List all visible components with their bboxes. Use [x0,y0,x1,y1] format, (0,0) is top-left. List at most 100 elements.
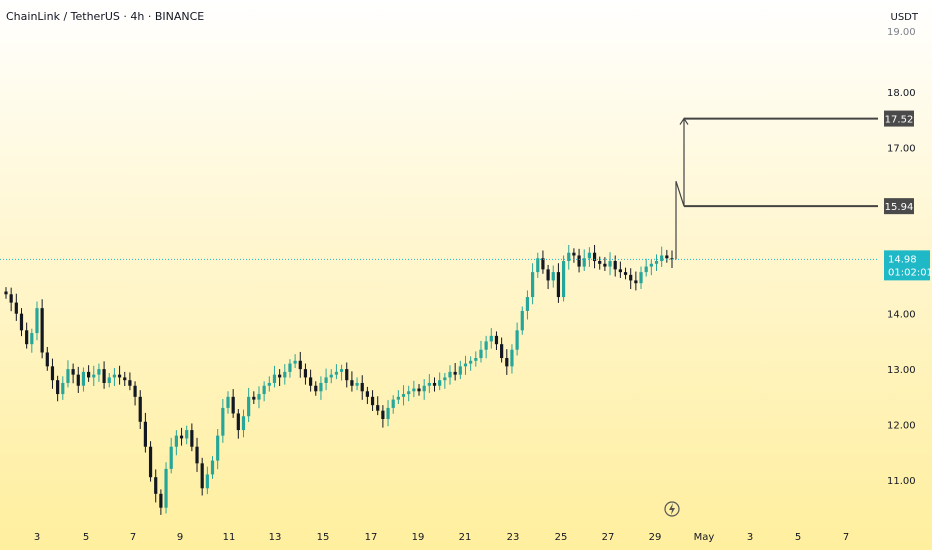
candle-body [112,374,117,378]
candle-body [138,396,142,422]
candle-body [355,382,359,386]
current-price-label-bg [884,250,930,281]
candle-body [551,272,555,281]
candle-body [102,369,106,383]
candle-body [572,252,576,256]
current-price-label: 14.98 [888,254,917,265]
x-tick-label: 5 [795,532,801,543]
candle-body [479,349,483,359]
candle-body [458,366,462,375]
candle-body [123,377,127,381]
y-tick-label: 17.00 [887,143,916,154]
candle-body [66,369,70,383]
x-tick-label: 7 [130,532,136,543]
candle-body [9,294,13,303]
x-tick-label: May [694,532,715,543]
x-tick-label: 7 [843,532,849,543]
candle-body [577,255,581,267]
candle-body [283,371,287,378]
candle-body [665,255,669,259]
candle-body [608,261,612,267]
candle-body [474,358,478,361]
candle-body [309,377,313,386]
candle-body [231,396,235,414]
candle-body [396,396,400,400]
candle-body [649,263,653,267]
candle-body [634,280,638,284]
candle-body [61,382,65,395]
candle-body [623,272,628,275]
candle-body [592,252,597,262]
candle-body [169,446,173,469]
candle-body [386,407,390,419]
candle-body [432,382,437,386]
candle-body [241,416,246,431]
candle-body [159,493,163,508]
x-tick-label: 15 [317,532,330,543]
candle-body [262,385,266,395]
candle-body [417,388,421,392]
candle-body [500,344,504,359]
y-tick-label: 18.00 [887,88,916,99]
flash-icon[interactable] [664,501,680,517]
candle-body [205,474,209,489]
candle-body [221,407,225,436]
candle-body [252,396,256,400]
candle-body [45,352,49,367]
candle-body [469,360,473,364]
candle-body [257,394,261,400]
candle-body [494,335,499,345]
y-tick-label: 13.00 [887,365,916,376]
projection-path [675,118,685,260]
candle-body [226,396,230,408]
candle-body [148,446,153,478]
candle-body [56,380,60,395]
candle-body [360,382,364,392]
candle-body [200,463,204,489]
candle-body [319,382,323,392]
mid-price-label: 15.94 [885,202,914,213]
candle-body [541,258,545,270]
candle-body [598,261,602,264]
candle-body [71,369,75,375]
candle-body [644,266,648,273]
candle-body [448,371,452,378]
candle-body [350,380,354,386]
y-tick-label-partial: 19.00 [887,27,916,38]
candle-body [190,430,194,447]
candle-body [87,371,91,378]
candle-body [381,410,385,419]
candle-body [25,330,29,345]
candle-body [30,333,34,345]
mid-price-label-bg [884,198,914,215]
currency-label: USDT [890,12,918,23]
candle-body [35,308,39,334]
candle-body [412,388,416,392]
candle-body [365,391,369,397]
candle-body [463,363,468,367]
candle-body [324,377,328,383]
candle-body [422,385,426,392]
candle-body [546,269,550,281]
candle-body [407,391,411,395]
candle-body [298,360,302,370]
candle-body [81,371,86,386]
flash-icon-bolt [669,503,675,515]
candle-body [484,341,488,350]
candle-body [536,258,540,273]
candle-body [50,366,55,381]
candle-body [314,385,318,392]
y-tick-label: 14.00 [887,310,916,321]
y-tick-label: 12.00 [887,421,916,432]
candle-body [288,363,292,372]
candle-body [4,291,8,295]
candle-body [339,369,344,372]
candle-body [267,382,271,386]
candle-body [438,380,442,386]
x-tick-label: 23 [507,532,520,543]
x-tick-label: 11 [223,532,236,543]
candle-body [278,374,282,378]
x-tick-label: 13 [269,532,282,543]
x-tick-label: 5 [83,532,89,543]
